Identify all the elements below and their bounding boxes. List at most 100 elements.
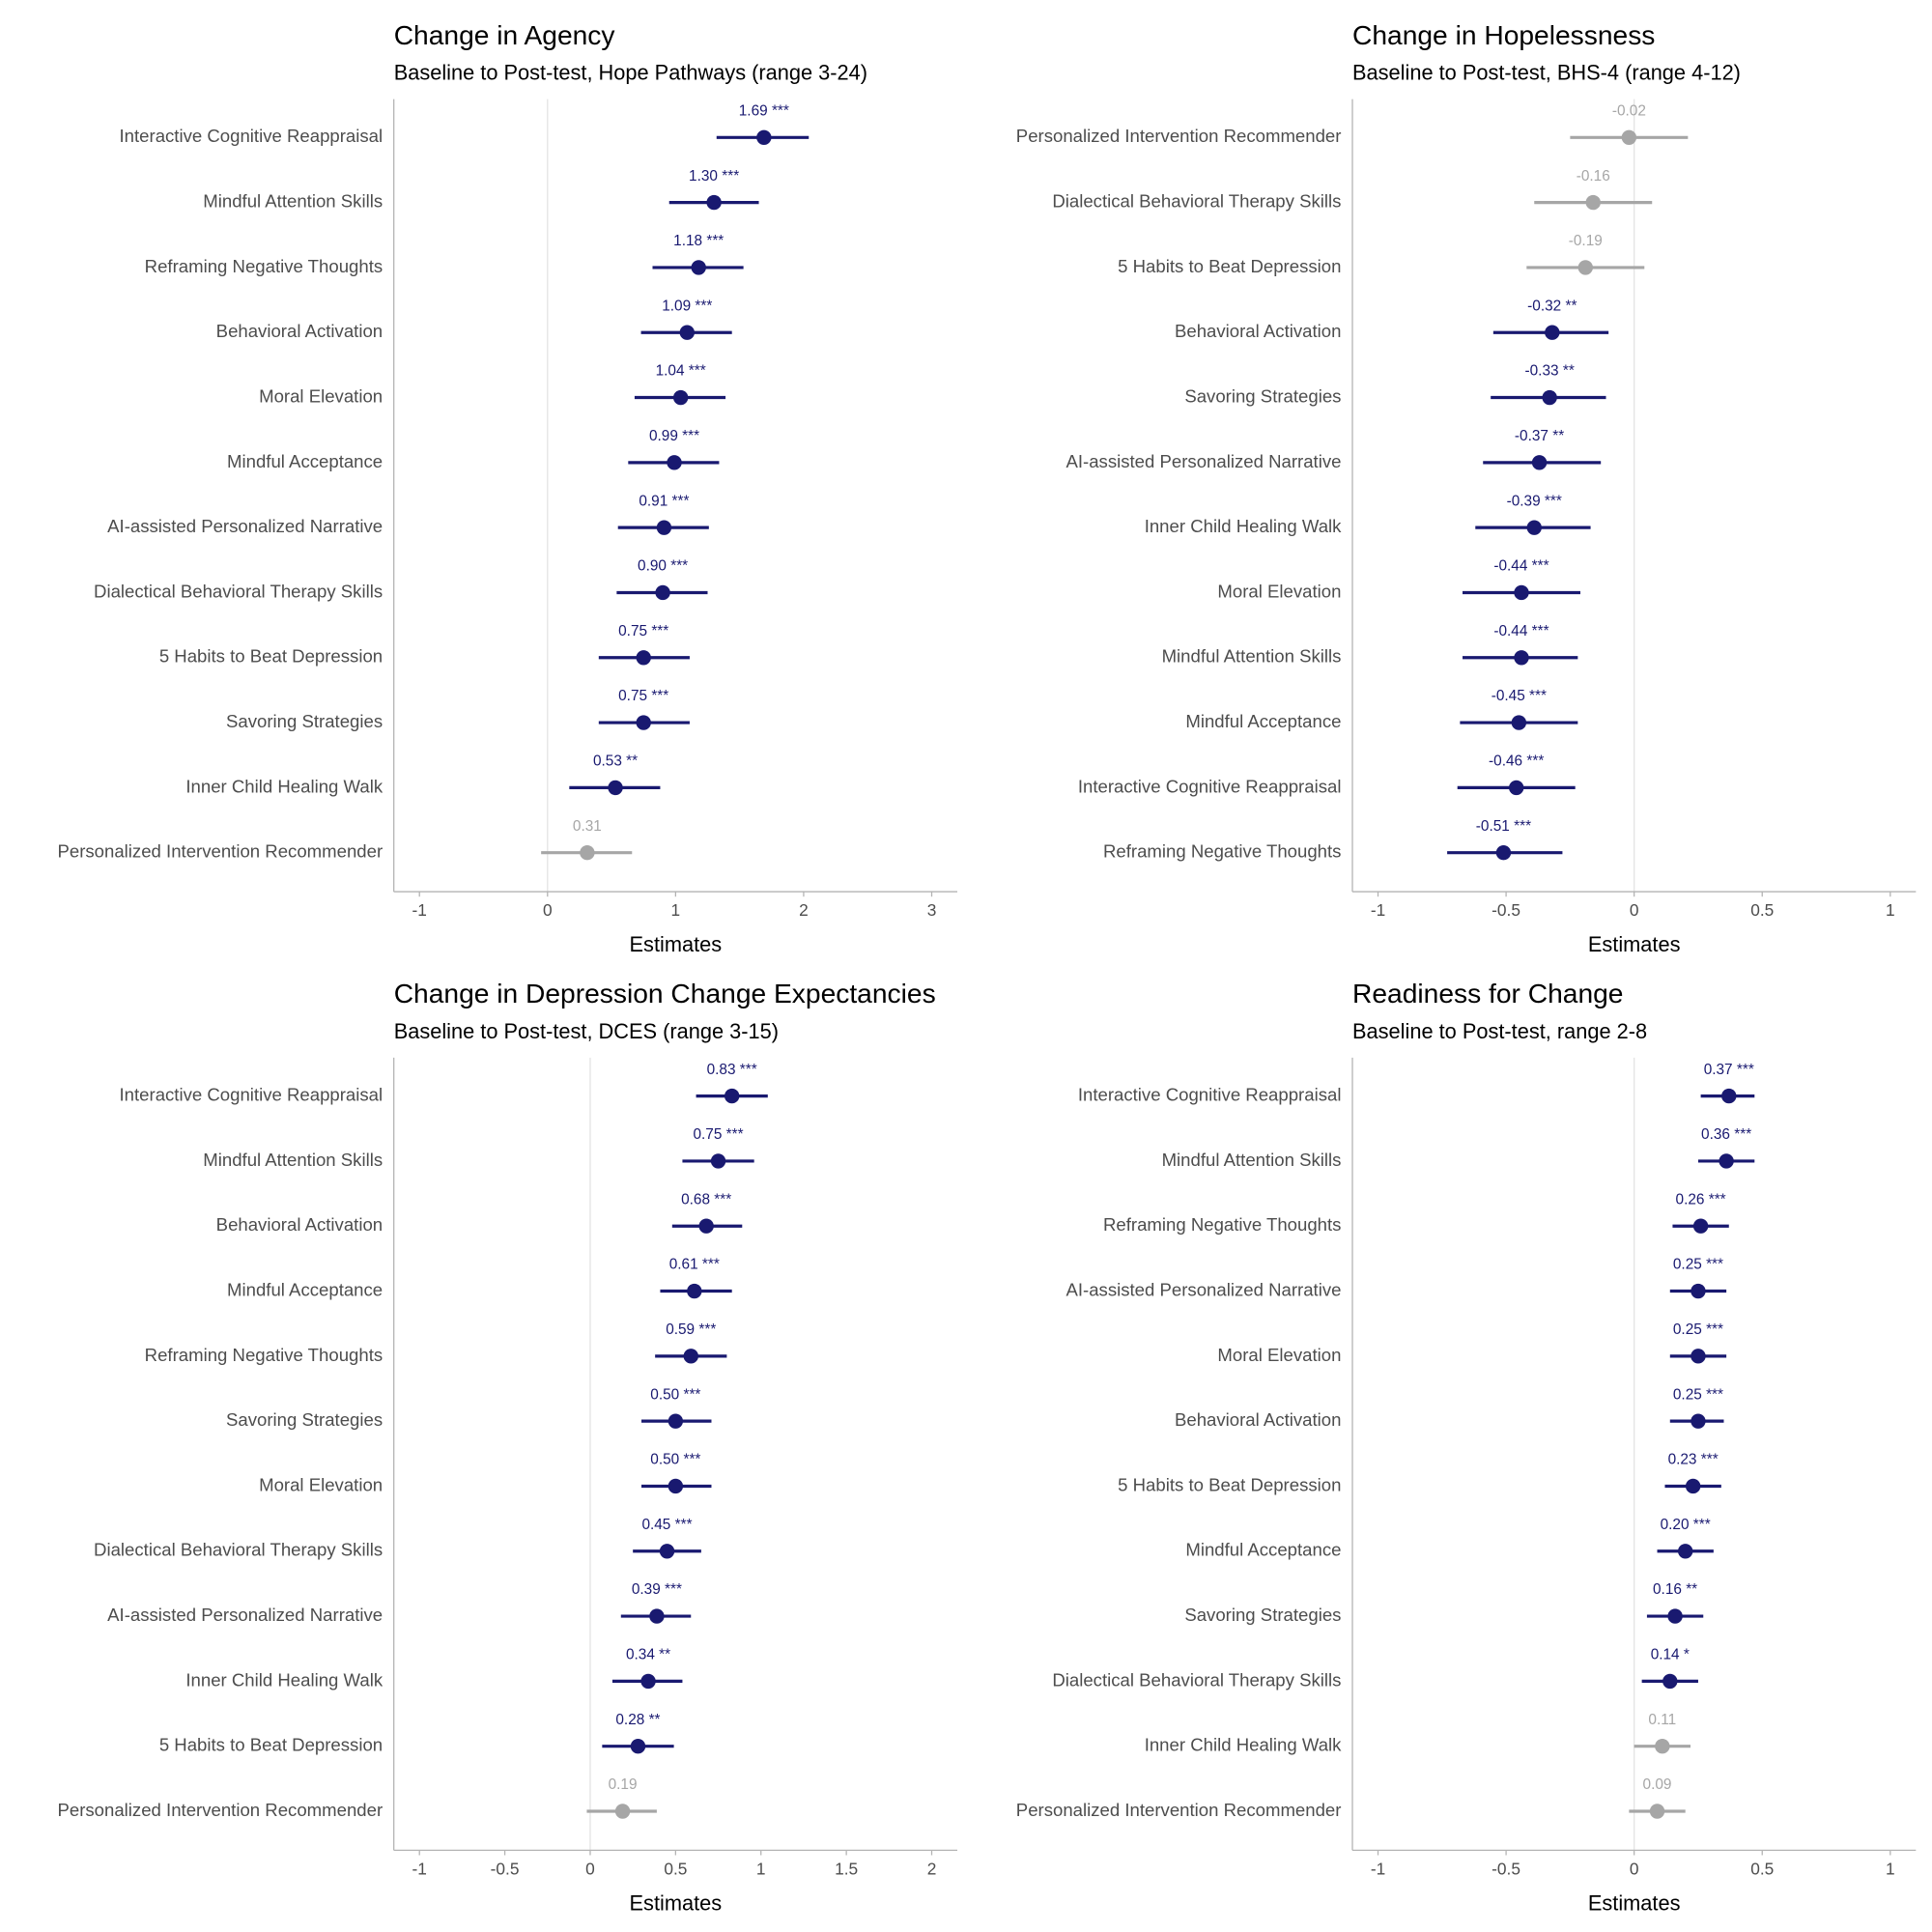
estimate-point [1667,1608,1683,1624]
estimate-point [668,1478,684,1494]
value-label: -0.39 *** [1507,493,1562,509]
category-label: Moral Elevation [259,1474,383,1494]
estimate-point [672,389,689,406]
value-label: 1.18 *** [673,233,724,249]
value-label: 0.23 *** [1668,1452,1719,1468]
estimate-point [1678,1544,1693,1559]
x-tick-label: -0.5 [1492,900,1520,920]
estimate-point [659,1544,675,1559]
estimate-point [1526,520,1542,535]
value-label: 0.25 *** [1673,1257,1723,1273]
x-tick-label: 0 [585,1859,595,1878]
category-label: Savoring Strategies [226,711,383,731]
category-label: Interactive Cognitive Reappraisal [120,1085,384,1105]
category-label: Behavioral Activation [1175,1409,1341,1430]
panel-subtitle: Baseline to Post-test, range 2-8 [1352,1019,1647,1043]
category-label: AI-assisted Personalized Narrative [107,1605,383,1625]
category-label: Inner Child Healing Walk [185,1669,383,1690]
value-label: -0.45 *** [1492,688,1547,704]
x-tick-label: 3 [927,900,937,920]
value-label: 0.09 [1643,1776,1672,1793]
value-label: 0.37 *** [1704,1062,1754,1078]
x-tick-label: 1.5 [835,1859,858,1878]
estimate-point [1662,1673,1678,1690]
x-axis-title: Estimates [1588,1891,1681,1916]
category-label: Personalized Intervention Recommender [57,841,383,862]
category-label: Reframing Negative Thoughts [1103,1214,1341,1235]
value-label: 0.14 * [1651,1647,1690,1663]
panel-title: Readiness for Change [1352,978,1624,1009]
estimate-point [655,584,670,601]
estimate-point [1719,1153,1734,1169]
estimate-point [679,325,695,340]
x-tick-label: -1 [1371,900,1385,920]
x-tick-label: -1 [412,1859,427,1878]
value-label: 0.50 *** [650,1386,700,1403]
value-label: 0.68 *** [681,1191,731,1208]
estimate-point [656,520,672,535]
x-tick-label: 0.5 [1750,1859,1774,1878]
category-label: Mindful Attention Skills [203,1150,383,1170]
estimate-point [649,1608,665,1624]
panel-subtitle: Baseline to Post-test, Hope Pathways (ra… [394,61,867,85]
estimate-point [1511,715,1527,730]
value-label: 0.34 ** [626,1647,670,1663]
category-label: Reframing Negative Thoughts [145,1345,383,1365]
category-label: Interactive Cognitive Reappraisal [1078,776,1342,796]
estimate-point [1577,260,1593,275]
value-label: -0.16 [1577,168,1610,185]
category-label: Personalized Intervention Recommender [1016,126,1342,146]
value-label: 0.39 *** [632,1581,682,1598]
estimate-point [1690,1349,1706,1364]
value-label: -0.19 [1569,233,1603,249]
estimate-point [1585,194,1601,211]
estimate-point [683,1349,698,1364]
value-label: 0.75 *** [618,623,668,639]
category-label: Mindful Acceptance [227,1279,383,1299]
x-tick-label: -0.5 [1492,1859,1520,1878]
value-label: 0.53 ** [593,753,638,770]
category-label: Moral Elevation [1217,1345,1341,1365]
value-label: 0.26 *** [1676,1191,1726,1208]
estimate-point [1542,389,1557,406]
category-label: Mindful Attention Skills [203,191,383,212]
value-label: 0.11 [1648,1712,1676,1728]
x-tick-label: -1 [412,900,427,920]
value-label: 0.31 [573,818,602,835]
estimate-point [640,1673,656,1690]
value-label: 0.36 *** [1701,1126,1751,1143]
value-label: -0.51 *** [1476,818,1531,835]
value-label: 1.04 *** [656,363,706,380]
estimate-point [687,1283,702,1299]
estimate-point [667,455,682,470]
category-label: Inner Child Healing Walk [1145,1735,1342,1755]
x-axis-title: Estimates [1588,932,1681,956]
estimate-point [1495,845,1512,861]
value-label: -0.37 ** [1515,428,1564,444]
category-label: 5 Habits to Beat Depression [1118,1474,1341,1494]
x-axis-title: Estimates [630,932,723,956]
category-label: Savoring Strategies [1184,1605,1341,1625]
x-tick-label: 1 [1886,900,1895,920]
value-label: -0.44 *** [1493,558,1548,575]
category-label: 5 Habits to Beat Depression [1118,256,1341,276]
estimate-point [1531,455,1548,470]
value-label: 0.75 *** [693,1126,743,1143]
value-label: 0.28 ** [615,1712,660,1728]
x-tick-label: 1 [756,1859,766,1878]
value-label: 0.61 *** [669,1257,720,1273]
estimate-point [636,650,651,666]
panel-title: Change in Depression Change Expectancies [394,978,936,1009]
category-label: 5 Habits to Beat Depression [159,1735,383,1755]
category-label: Dialectical Behavioral Therapy Skills [94,1540,383,1560]
value-label: 0.45 *** [641,1517,692,1533]
x-tick-label: 1 [1886,1859,1895,1878]
category-label: Inner Child Healing Walk [1145,516,1342,536]
value-label: 1.09 *** [662,298,712,314]
value-label: 0.16 ** [1653,1581,1697,1598]
estimate-point [1545,325,1560,340]
estimate-point [1690,1283,1706,1299]
value-label: -0.46 *** [1489,753,1544,770]
value-label: -0.44 *** [1493,623,1548,639]
